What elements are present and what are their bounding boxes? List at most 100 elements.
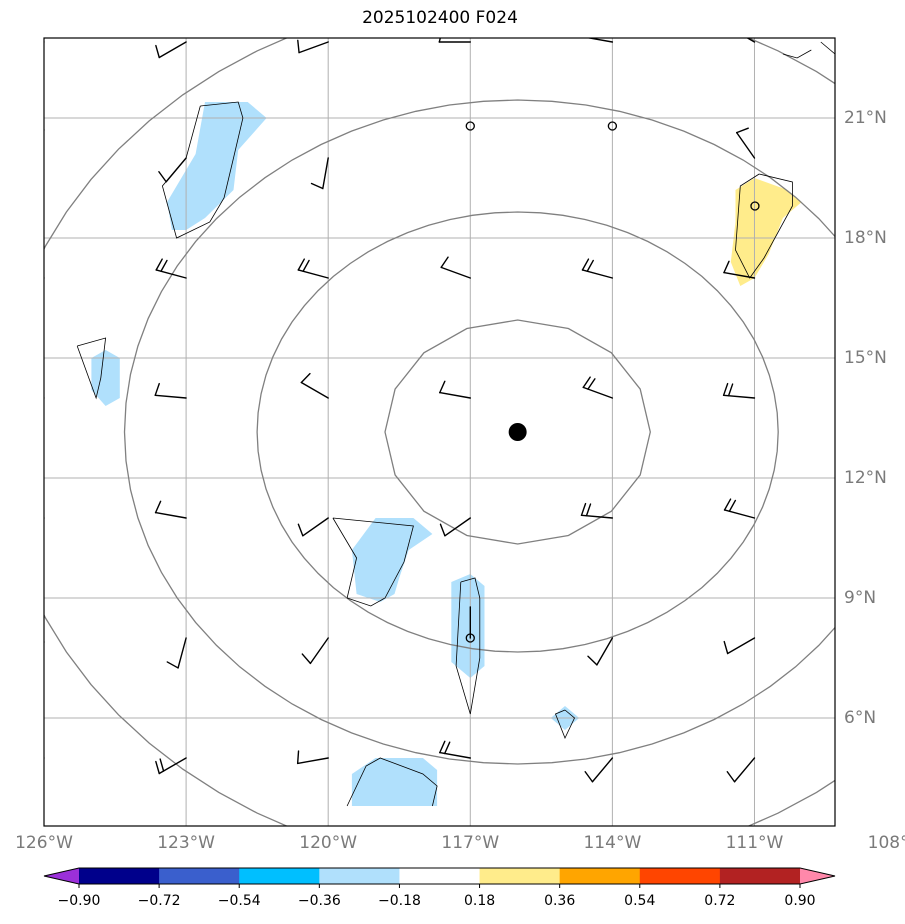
wind-barb-41 bbox=[155, 757, 187, 775]
wind-barb-22 bbox=[439, 380, 471, 399]
wind-barb-15 bbox=[440, 256, 471, 279]
wind-barb-6 bbox=[867, 21, 896, 42]
contour-line-5 bbox=[554, 709, 575, 740]
shaded-region-4 bbox=[351, 758, 438, 806]
colorbar-tick-label: −0.36 bbox=[297, 893, 341, 909]
shading-layer bbox=[91, 102, 905, 806]
wind-barb-34 bbox=[166, 637, 187, 669]
wind-barb-35 bbox=[301, 637, 329, 665]
wind-barb-45 bbox=[726, 757, 756, 783]
station-circle-2 bbox=[465, 633, 475, 643]
wind-barb-23 bbox=[582, 376, 614, 399]
lon-tick-label: 114°W bbox=[583, 833, 642, 853]
shaded-region-10 bbox=[878, 662, 905, 694]
wind-barb-1 bbox=[155, 41, 187, 59]
contour-line-8 bbox=[882, 402, 905, 458]
contour-line-6 bbox=[735, 173, 793, 279]
storm-center-dot bbox=[508, 423, 527, 441]
lon-tick-label: 123°W bbox=[157, 833, 215, 853]
wind-barb-33 bbox=[44, 641, 45, 644]
contour-line-2 bbox=[332, 517, 414, 607]
wind-barb-44 bbox=[584, 757, 614, 783]
wind-barb-42 bbox=[296, 750, 329, 765]
range-ring-3 bbox=[123, 99, 835, 765]
wind-barb-38 bbox=[723, 637, 756, 655]
wind-barbs bbox=[44, 21, 897, 783]
wind-barb-19 bbox=[44, 397, 45, 399]
range-ring-1 bbox=[384, 319, 651, 545]
wind-barb-27 bbox=[154, 500, 187, 519]
wind-barb-32 bbox=[867, 497, 896, 518]
colorbar-swatch-2 bbox=[159, 868, 240, 884]
wind-barb-3 bbox=[438, 38, 471, 43]
station-circle-0 bbox=[465, 121, 475, 131]
lon-tick-label: 126°W bbox=[15, 833, 73, 853]
colorbar-swatch-7 bbox=[559, 868, 641, 884]
shaded-region-1 bbox=[91, 350, 120, 406]
wind-barb-26 bbox=[44, 517, 45, 519]
contour-line-1 bbox=[76, 337, 107, 400]
colorbar-tick-label: −0.72 bbox=[137, 893, 181, 909]
lon-tick-label: 117°W bbox=[441, 833, 500, 853]
wind-barb-14 bbox=[297, 258, 329, 279]
colorbar-swatch-3 bbox=[239, 868, 320, 884]
colorbar-tick-label: −0.18 bbox=[377, 893, 421, 909]
station-circle-1 bbox=[607, 121, 618, 131]
wind-barb-24 bbox=[722, 382, 756, 399]
colorbar-tick-label: 0.54 bbox=[624, 893, 656, 909]
colorbar-tick-label: 0.72 bbox=[704, 893, 736, 909]
wind-barb-9 bbox=[310, 157, 329, 190]
wind-barb-13 bbox=[155, 258, 187, 279]
gridlines bbox=[44, 38, 835, 826]
wind-barb-21 bbox=[300, 372, 329, 399]
wind-barb-39 bbox=[868, 638, 896, 660]
lat-tick-label: 15°N bbox=[844, 348, 887, 368]
contour-line-10 bbox=[782, 49, 812, 59]
colorbar bbox=[43, 867, 836, 888]
colorbar-swatch-1 bbox=[79, 868, 160, 884]
range-rings bbox=[44, 38, 835, 826]
shaded-region-2 bbox=[351, 518, 433, 602]
lat-tick-label: 12°N bbox=[844, 468, 887, 488]
colorbar-tick-label: 0.90 bbox=[784, 893, 816, 909]
wind-barb-30 bbox=[580, 502, 614, 519]
contour-lines bbox=[76, 41, 905, 807]
wind-barb-40 bbox=[44, 757, 45, 759]
plot-frame bbox=[43, 37, 836, 827]
wind-barb-10 bbox=[735, 127, 756, 159]
colorbar-swatch-6 bbox=[479, 868, 561, 884]
wind-barb-28 bbox=[297, 517, 329, 537]
wind-barb-0 bbox=[44, 41, 45, 43]
markers bbox=[465, 121, 760, 643]
shaded-region-0 bbox=[167, 102, 267, 230]
wind-barb-4 bbox=[585, 38, 614, 43]
contour-line-4 bbox=[346, 757, 438, 807]
wind-barb-18 bbox=[867, 259, 897, 278]
range-ring-4 bbox=[44, 38, 835, 826]
colorbar-extend-high bbox=[800, 868, 835, 884]
shaded-region-6 bbox=[730, 178, 802, 286]
lat-tick-label: 6°N bbox=[844, 708, 877, 728]
wind-barb-7 bbox=[44, 129, 45, 131]
lat-tick-label: 9°N bbox=[844, 588, 877, 608]
contour-line-3 bbox=[455, 577, 481, 715]
map-title: 2025102400 F024 bbox=[362, 8, 518, 28]
lat-tick-label: 18°N bbox=[844, 228, 887, 248]
station-circle-3 bbox=[750, 201, 760, 211]
colorbar-swatch-9 bbox=[719, 868, 801, 884]
wind-barb-16 bbox=[581, 258, 614, 279]
wind-barb-25 bbox=[867, 377, 896, 398]
colorbar-swatch-4 bbox=[319, 868, 400, 884]
contour-line-11 bbox=[820, 41, 835, 55]
wind-barb-37 bbox=[587, 637, 614, 666]
wind-barb-8 bbox=[158, 157, 187, 183]
wind-barb-5 bbox=[746, 38, 756, 43]
wind-barb-43 bbox=[439, 740, 471, 759]
range-ring-2 bbox=[256, 211, 779, 653]
shaded-region-8 bbox=[878, 418, 905, 458]
lon-tick-label: 120°W bbox=[299, 833, 358, 853]
colorbar-swatch-5 bbox=[399, 868, 481, 884]
colorbar-tick-label: 0.36 bbox=[544, 893, 576, 909]
colorbar-extend-low bbox=[44, 868, 79, 884]
